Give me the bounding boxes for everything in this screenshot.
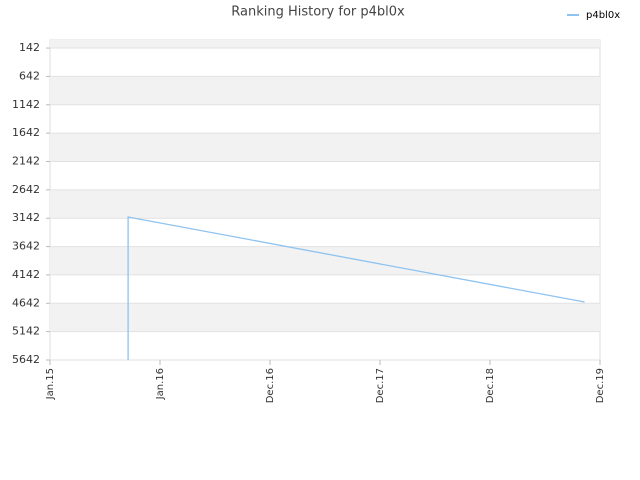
- y-tick-label: 2142: [12, 154, 40, 167]
- y-tick-label: 1142: [12, 98, 40, 111]
- line: [127, 216, 585, 360]
- y-tick-label: 4642: [12, 296, 40, 309]
- y-tick-label: 5642: [12, 353, 40, 366]
- x-tick-label: Dec.19: [595, 368, 606, 403]
- x-tick-label: Dec.18: [485, 368, 496, 403]
- x-tick-label: Dec.17: [375, 368, 386, 403]
- grid-band: [50, 246, 600, 275]
- chart-title: Ranking History for p4bl0x: [231, 5, 405, 20]
- y-tick-label: 4142: [12, 268, 40, 281]
- grid-band: [50, 76, 600, 105]
- y-tick-label: 142: [19, 41, 40, 54]
- legend-label: p4bl0x: [586, 10, 620, 21]
- y-tick-label: 1642: [12, 126, 40, 139]
- y-tick-label: 642: [19, 69, 40, 82]
- grid-band: [50, 189, 600, 219]
- x-tick-label: Jan.16: [155, 368, 166, 400]
- y-tick-label: 3642: [12, 240, 40, 253]
- y-tick-label: 3142: [12, 211, 40, 224]
- x-tick-label: Jan.15: [45, 368, 56, 400]
- grid-band: [50, 303, 600, 332]
- x-tick-label: Dec.16: [265, 368, 276, 403]
- grid-band: [50, 40, 600, 49]
- grid-band: [50, 133, 600, 162]
- y-tick-label: 5142: [12, 325, 40, 338]
- y-tick-label: 2642: [12, 183, 40, 196]
